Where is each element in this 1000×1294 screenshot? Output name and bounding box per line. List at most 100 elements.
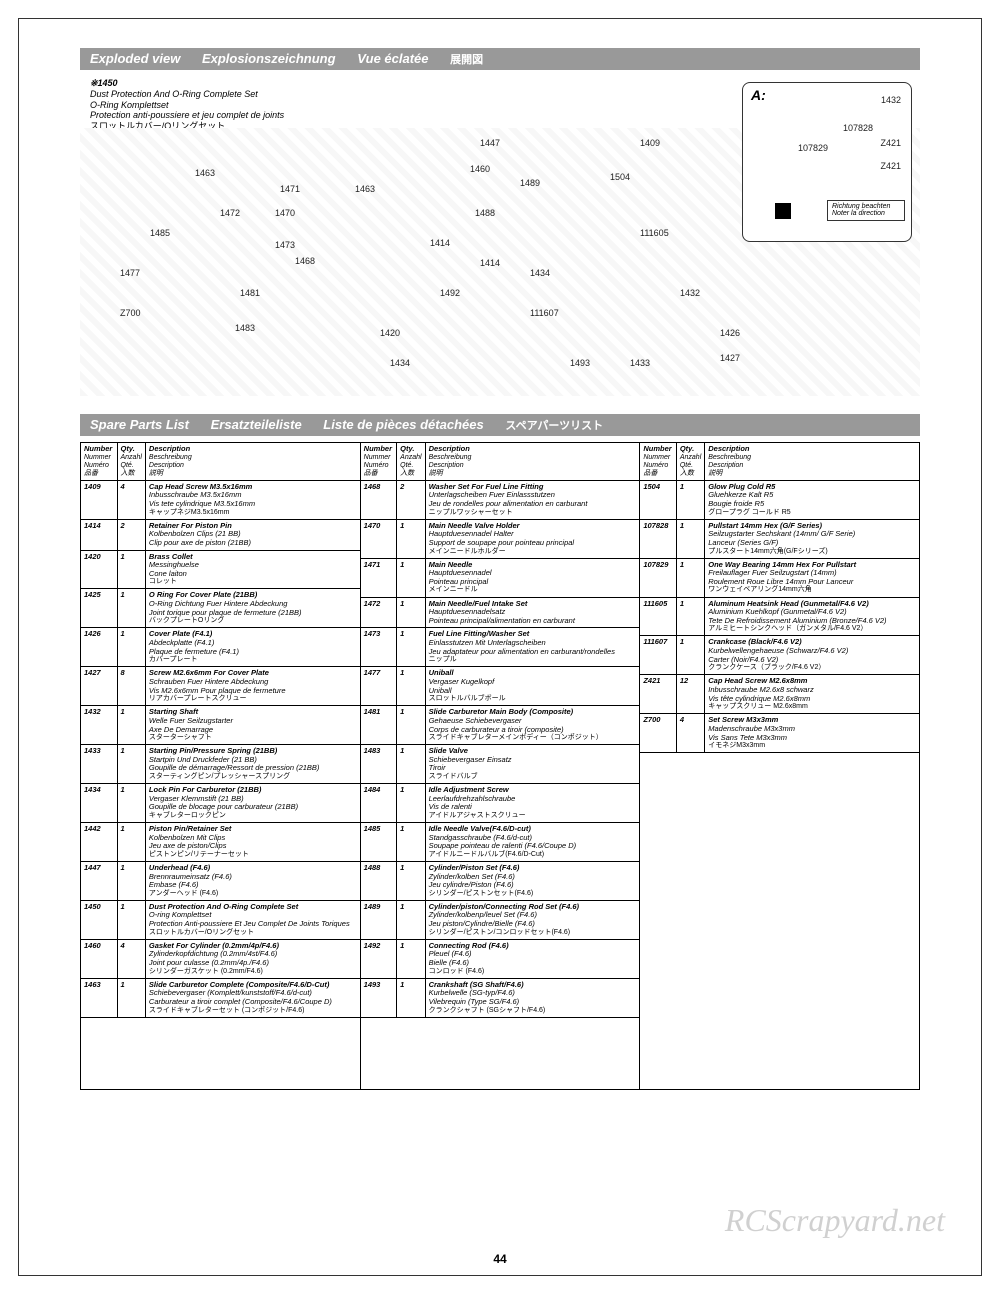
part-number: 1472	[361, 597, 397, 628]
diagram-label: 1483	[235, 323, 255, 333]
part-number: 111607	[640, 636, 676, 675]
part-desc: One Way Bearing 14mm Hex For Pullstart F…	[705, 558, 919, 597]
detail-a-label: A:	[751, 87, 766, 103]
table-row: 1463 1 Slide Carburetor Complete (Compos…	[81, 978, 360, 1017]
table-row: 1488 1 Cylinder/Piston Set (F4.6) Zylind…	[361, 861, 640, 900]
diagram-label: 1470	[275, 208, 295, 218]
part-number: 107828	[640, 519, 676, 558]
table-row: 1470 1 Main Needle Valve Holder Hauptdue…	[361, 519, 640, 558]
part-desc: Washer Set For Fuel Line Fitting Unterla…	[425, 480, 639, 519]
diagram-label: 1471	[280, 184, 300, 194]
table-row: 107829 1 One Way Bearing 14mm Hex For Pu…	[640, 558, 919, 597]
spare-title-de: Ersatzteileliste	[211, 417, 302, 432]
section-bar-spare: Spare Parts List Ersatzteileliste Liste …	[80, 414, 920, 436]
part-desc: Slide Carburetor Complete (Composite/F4.…	[145, 978, 359, 1017]
diagram-label: 1492	[440, 288, 460, 298]
part-qty: 1	[117, 823, 145, 862]
part-qty: 4	[117, 939, 145, 978]
part-desc: Uniball Vergaser Kugelkopf Uniball スロットル…	[425, 667, 639, 706]
table-row: 1427 8 Screw M2.6x6mm For Cover Plate Sc…	[81, 667, 360, 706]
diagram-label: 1420	[380, 328, 400, 338]
table-row: 1450 1 Dust Protection And O-Ring Comple…	[81, 900, 360, 939]
diagram-label: 1468	[295, 256, 315, 266]
part-qty: 1	[397, 667, 425, 706]
part-qty: 1	[676, 480, 704, 519]
direction-note-de: Richtung beachten	[832, 203, 890, 210]
part-qty: 12	[676, 675, 704, 714]
diagram-label: 1414	[430, 238, 450, 248]
part-desc: Screw M2.6x6mm For Cover Plate Schrauben…	[145, 667, 359, 706]
table-header: Qty.AnzahlQté.入数	[117, 443, 145, 480]
table-header: Qty.AnzahlQté.入数	[397, 443, 425, 480]
a-label-107829: 107829	[798, 143, 828, 153]
direction-note-fr: Noter la direction	[832, 210, 885, 217]
part-desc: Slide Carburetor Main Body (Composite) G…	[425, 706, 639, 745]
part-number: Z700	[640, 714, 676, 753]
parts-column: NumberNummerNuméro品番Qty.AnzahlQté.入数Desc…	[640, 443, 919, 1089]
part-qty: 1	[397, 939, 425, 978]
table-row: 1481 1 Slide Carburetor Main Body (Compo…	[361, 706, 640, 745]
part-number: 1484	[361, 784, 397, 823]
table-row: 1433 1 Starting Pin/Pressure Spring (21B…	[81, 745, 360, 784]
table-row: 1460 4 Gasket For Cylinder (0.2mm/4p/F4.…	[81, 939, 360, 978]
table-row: 1434 1 Lock Pin For Carburetor (21BB) Ve…	[81, 784, 360, 823]
part-qty: 1	[117, 628, 145, 667]
a-label-1432: 1432	[881, 95, 901, 105]
part-qty: 1	[397, 861, 425, 900]
part-qty: 1	[397, 823, 425, 862]
warning-icon	[775, 203, 791, 219]
callout-1450-en: Dust Protection And O-Ring Complete Set	[90, 89, 284, 100]
exploded-diagram-area: ※1450 Dust Protection And O-Ring Complet…	[80, 76, 920, 396]
part-desc: Aluminum Heatsink Head (Gunmetal/F4.6 V2…	[705, 597, 919, 636]
part-qty: 2	[397, 480, 425, 519]
diagram-label: 1489	[520, 178, 540, 188]
part-qty: 1	[397, 978, 425, 1017]
table-row: 1504 1 Glow Plug Cold R5 Gluehkerze Kalt…	[640, 480, 919, 519]
a-label-107828: 107828	[843, 123, 873, 133]
part-qty: 1	[676, 558, 704, 597]
diagram-label: 1426	[720, 328, 740, 338]
part-qty: 2	[117, 519, 145, 550]
part-desc: Idle Needle Valve(F4.6/D-cut) Standgassc…	[425, 823, 639, 862]
part-desc: Cylinder/Piston Set (F4.6) Zylinder/kolb…	[425, 861, 639, 900]
parts-column: NumberNummerNuméro品番Qty.AnzahlQté.入数Desc…	[81, 443, 361, 1089]
table-row: 1477 1 Uniball Vergaser Kugelkopf Unibal…	[361, 667, 640, 706]
part-number: 1414	[81, 519, 117, 550]
part-number: 1488	[361, 861, 397, 900]
part-number: 1492	[361, 939, 397, 978]
part-number: 1409	[81, 480, 117, 519]
parts-column: NumberNummerNuméro品番Qty.AnzahlQté.入数Desc…	[361, 443, 641, 1089]
part-number: 1468	[361, 480, 397, 519]
diagram-label: 1434	[390, 358, 410, 368]
table-row: 1485 1 Idle Needle Valve(F4.6/D-cut) Sta…	[361, 823, 640, 862]
diagram-label: 1409	[640, 138, 660, 148]
parts-table: NumberNummerNuméro品番Qty.AnzahlQté.入数Desc…	[80, 442, 920, 1090]
part-number: 107829	[640, 558, 676, 597]
callout-1450: ※1450 Dust Protection And O-Ring Complet…	[90, 78, 284, 132]
part-number: 1471	[361, 558, 397, 597]
part-desc: Retainer For Piston Pin Kolbenbolzen Cli…	[145, 519, 359, 550]
callout-1450-fr: Protection anti-poussiere et jeu complet…	[90, 110, 284, 121]
part-qty: 8	[117, 667, 145, 706]
part-number: 1470	[361, 519, 397, 558]
table-row: 1432 1 Starting Shaft Welle Fuer Seilzug…	[81, 706, 360, 745]
diagram-label: Z700	[120, 308, 141, 318]
diagram-label: 1493	[570, 358, 590, 368]
diagram-label: 1447	[480, 138, 500, 148]
exploded-title-en: Exploded view	[90, 51, 180, 66]
part-qty: 1	[676, 519, 704, 558]
part-qty: 1	[397, 558, 425, 597]
part-desc: Piston Pin/Retainer Set Kolbenbolzen Mit…	[145, 823, 359, 862]
table-header: DescriptionBeschreibungDescription説明	[425, 443, 639, 480]
diagram-label: 1432	[680, 288, 700, 298]
part-qty: 1	[117, 784, 145, 823]
table-row: 111607 1 Crankcase (Black/F4.6 V2) Kurbe…	[640, 636, 919, 675]
diagram-label: 1463	[355, 184, 375, 194]
table-row: 1409 4 Cap Head Screw M3.5x16mm Inbussch…	[81, 480, 360, 519]
table-row: 1414 2 Retainer For Piston Pin Kolbenbol…	[81, 519, 360, 550]
table-header: NumberNummerNuméro品番	[81, 443, 117, 480]
a-label-z421-2: Z421	[880, 161, 901, 171]
part-number: 1447	[81, 861, 117, 900]
diagram-label: 1473	[275, 240, 295, 250]
part-number: 1442	[81, 823, 117, 862]
